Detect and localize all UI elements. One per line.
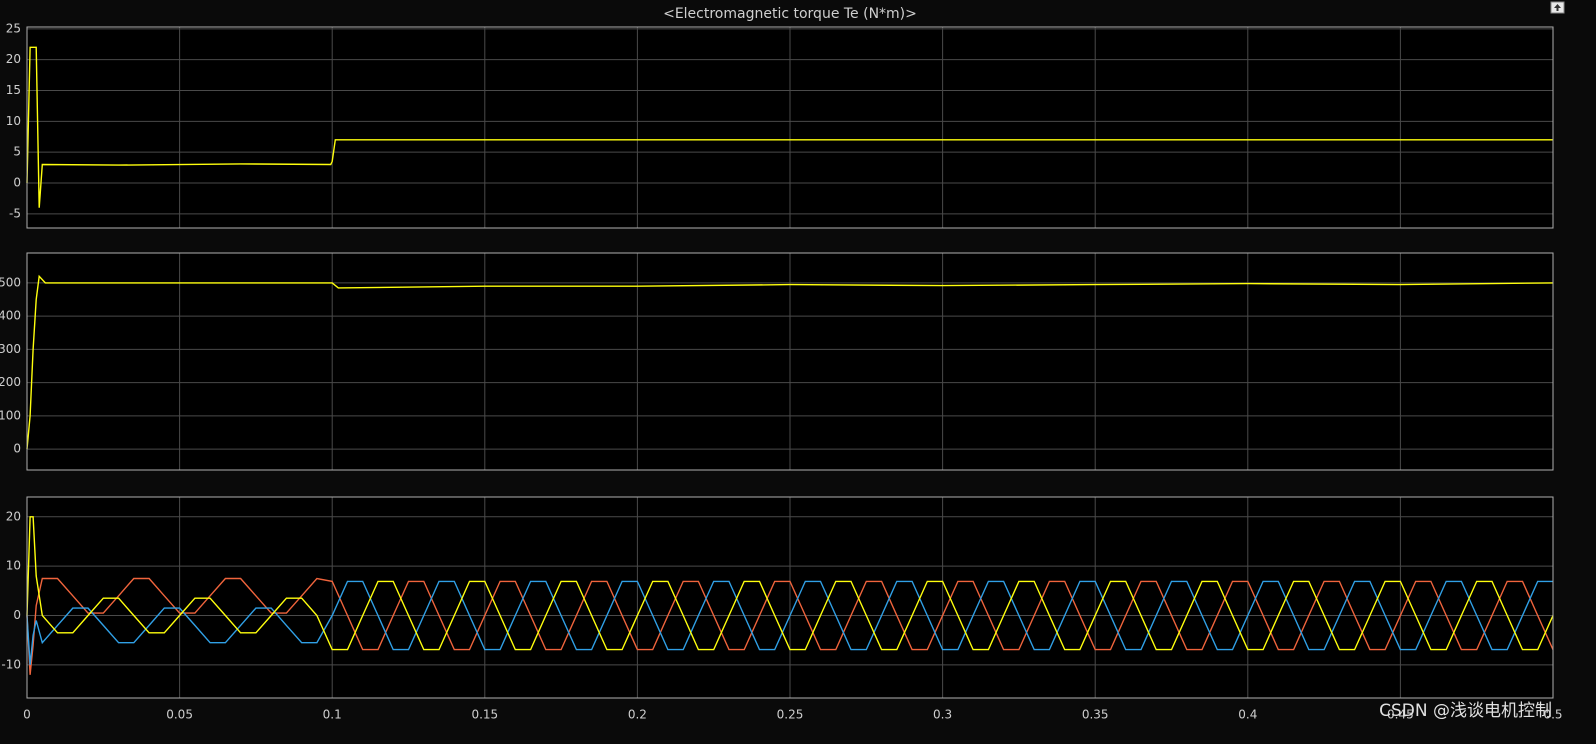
plot-border — [26, 496, 1554, 699]
x-tick-label: 0.4 — [1238, 708, 1257, 722]
y-tick-label: 100 — [0, 408, 21, 422]
watermark: CSDN @浅谈电机控制 — [1379, 701, 1552, 721]
data-line — [26, 516, 1554, 651]
x-tick-label: 0.05 — [166, 708, 193, 722]
chart-title: <Electromagnetic torque Te (N*m)> — [663, 6, 917, 22]
x-tick-label: 0.15 — [471, 708, 498, 722]
y-tick-label: 0 — [13, 608, 21, 622]
x-tick-label: 0.5 — [1543, 708, 1562, 722]
y-tick-label: 10 — [6, 559, 21, 573]
y-tick-label: 20 — [6, 509, 21, 523]
data-line — [26, 274, 1554, 450]
x-tick-label: 0.1 — [323, 708, 342, 722]
y-tick-label: -5 — [9, 206, 21, 220]
plot-border — [26, 252, 1554, 471]
y-tick-label: 10 — [6, 114, 21, 128]
y-tick-label: 400 — [0, 309, 21, 323]
plot-border — [26, 26, 1554, 229]
y-tick-label: 300 — [0, 342, 21, 356]
undock-icon — [1554, 4, 1561, 11]
x-tick-label: 0.2 — [628, 708, 647, 722]
y-tick-label: 0 — [13, 442, 21, 456]
x-tick-label: 0.25 — [777, 708, 804, 722]
data-line — [26, 46, 1553, 208]
x-tick-label: 0.3 — [933, 708, 952, 722]
y-tick-label: 25 — [6, 21, 21, 35]
x-tick-label: 0.45 — [1387, 708, 1414, 722]
y-tick-label: -10 — [1, 657, 21, 671]
y-tick-label: 0 — [13, 175, 21, 189]
y-tick-label: 5 — [13, 145, 21, 159]
x-tick-label: 0.35 — [1082, 708, 1109, 722]
data-line — [26, 580, 1553, 665]
y-tick-label: 500 — [0, 275, 21, 289]
y-tick-label: 200 — [0, 375, 21, 389]
y-tick-label: 20 — [6, 52, 21, 66]
y-tick-label: 15 — [6, 83, 21, 97]
x-tick-label: 0 — [23, 708, 31, 722]
